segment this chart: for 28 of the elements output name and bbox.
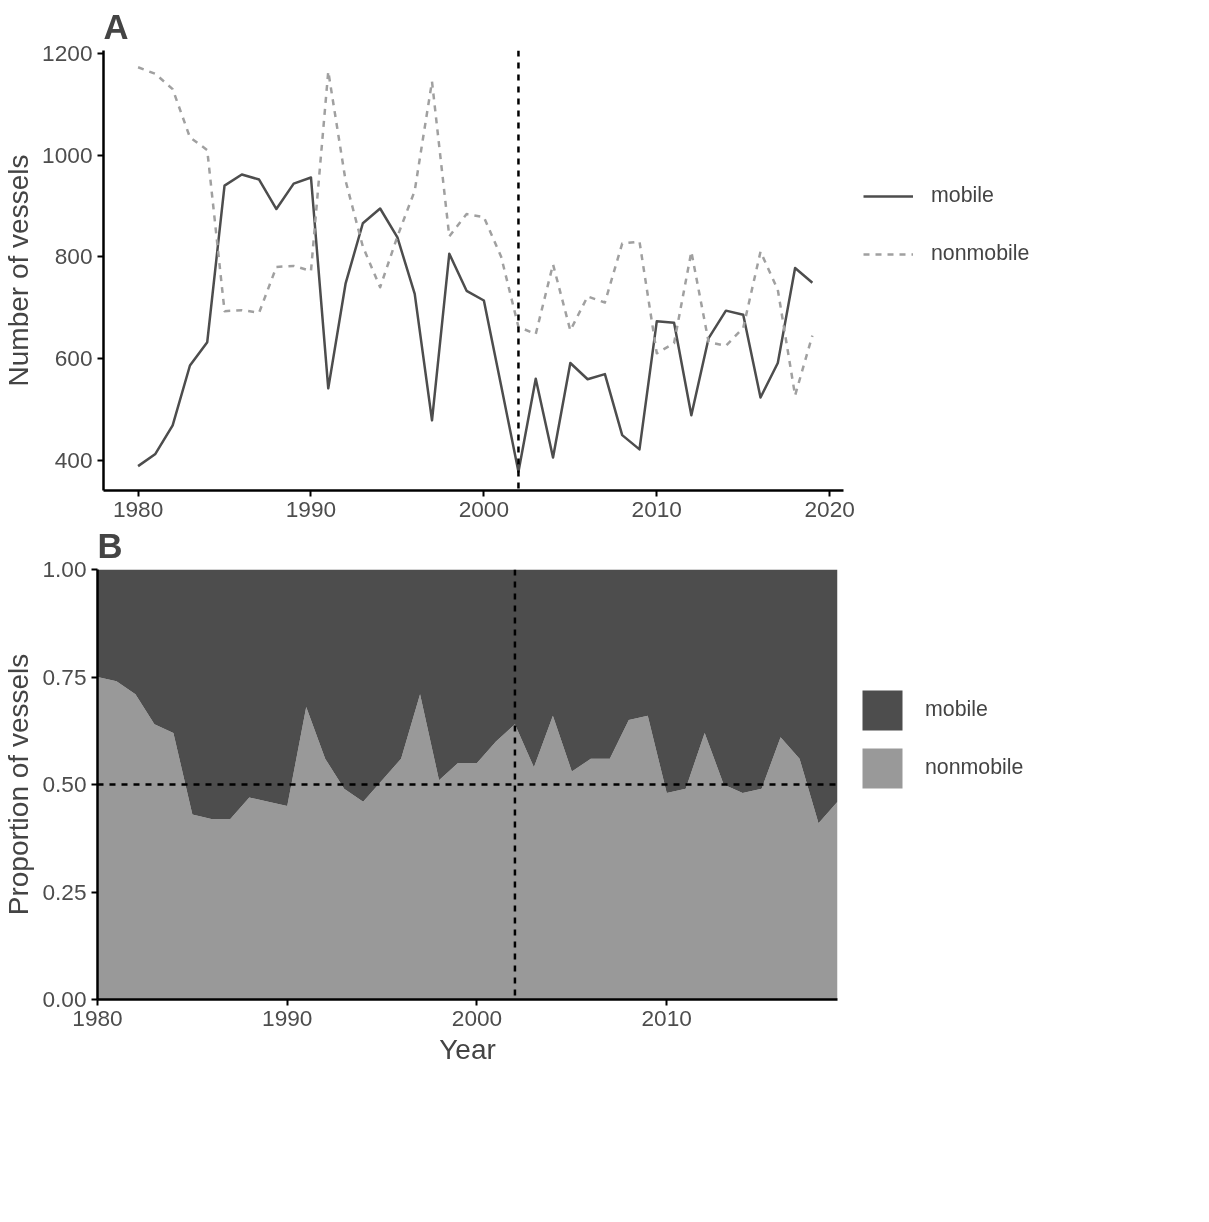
x-tick-label: 2000 (451, 1004, 503, 1031)
y-tick-label: 0.75 (42, 663, 87, 690)
y-axis-title: Proportion of vessels (3, 653, 35, 916)
x-tick-label: 2000 (458, 495, 510, 522)
y-tick-label: 1000 (42, 141, 93, 168)
chart-title: B (97, 526, 123, 565)
chart-title: A (103, 7, 129, 46)
x-tick-label: 1990 (262, 1004, 313, 1031)
x-tick-label: 2020 (804, 495, 855, 522)
legend-label: mobile (931, 183, 994, 209)
y-tick-label: 0.25 (42, 878, 87, 905)
y-tick-label: 600 (54, 344, 93, 371)
y-tick-label: 0.50 (42, 771, 87, 797)
legend-label: nonmobile (931, 241, 1030, 267)
line-series (136, 66, 814, 397)
legend-label: nonmobile (925, 755, 1024, 781)
x-tick-label: 2010 (631, 495, 682, 522)
y-tick-label: 400 (54, 446, 93, 473)
x-tick-label: 2010 (641, 1004, 692, 1031)
y-tick-label: 1200 (42, 40, 93, 67)
legend-label: mobile (925, 697, 988, 723)
x-tick-label: 1990 (285, 495, 337, 522)
y-axis-title: Number of vessels (3, 154, 35, 387)
x-tick-label: 1980 (112, 495, 164, 522)
y-tick-label: 800 (54, 243, 93, 270)
y-tick-label: 1.00 (42, 556, 87, 582)
x-axis-title: Year (439, 1033, 496, 1065)
line-series (136, 173, 814, 473)
